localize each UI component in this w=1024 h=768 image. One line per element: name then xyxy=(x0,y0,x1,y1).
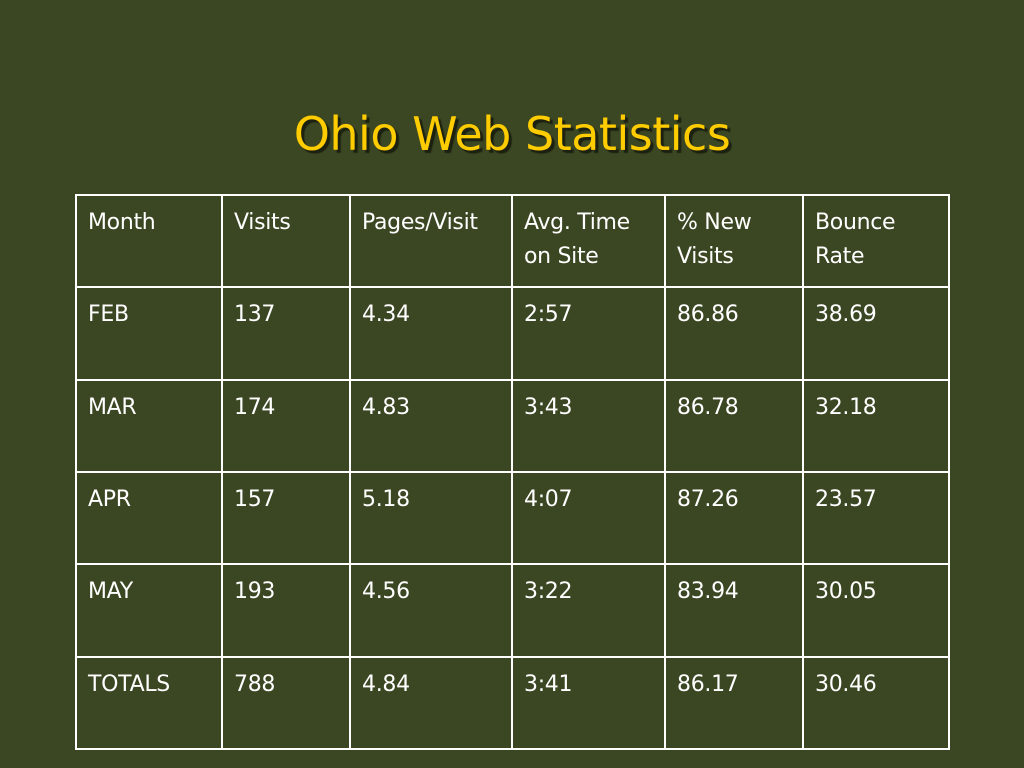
header-avg-time-on-site: Avg. Time on Site xyxy=(511,193,666,289)
header-percent-new-visits: % New Visits xyxy=(664,193,804,289)
web-statistics-table: Month Visits Pages/Visit Avg. Time on Si… xyxy=(75,193,950,751)
cell-bounce-rate: 23.57 xyxy=(802,470,950,566)
cell-visits: 137 xyxy=(221,286,351,381)
cell-visits: 157 xyxy=(221,470,351,566)
header-bounce-rate: Bounce Rate xyxy=(802,193,950,289)
header-month: Month xyxy=(75,193,223,289)
cell-bounce-rate: 30.46 xyxy=(802,655,950,751)
cell-visits: 174 xyxy=(221,378,351,473)
cell-visits: 788 xyxy=(221,655,351,751)
cell-month: MAY xyxy=(75,563,223,658)
cell-bounce-rate: 30.05 xyxy=(802,563,950,658)
table-header-row: Month Visits Pages/Visit Avg. Time on Si… xyxy=(75,193,950,289)
slide-title: Ohio Web Statistics xyxy=(293,107,731,161)
cell-percent-new-visits: 83.94 xyxy=(664,563,804,658)
cell-percent-new-visits: 86.86 xyxy=(664,286,804,381)
cell-percent-new-visits: 86.78 xyxy=(664,378,804,473)
cell-avg-time-on-site: 3:43 xyxy=(511,378,666,473)
table-row-totals: TOTALS 788 4.84 3:41 86.17 30.46 xyxy=(75,655,950,751)
header-pages-per-visit: Pages/Visit xyxy=(349,193,513,289)
cell-avg-time-on-site: 2:57 xyxy=(511,286,666,381)
cell-percent-new-visits: 87.26 xyxy=(664,470,804,566)
cell-month: MAR xyxy=(75,378,223,473)
cell-avg-time-on-site: 3:41 xyxy=(511,655,666,751)
cell-pages-per-visit: 4.34 xyxy=(349,286,513,381)
cell-bounce-rate: 38.69 xyxy=(802,286,950,381)
cell-month: APR xyxy=(75,470,223,566)
table-row: APR 157 5.18 4:07 87.26 23.57 xyxy=(75,470,950,566)
cell-percent-new-visits: 86.17 xyxy=(664,655,804,751)
cell-pages-per-visit: 4.56 xyxy=(349,563,513,658)
table-row: FEB 137 4.34 2:57 86.86 38.69 xyxy=(75,286,950,381)
cell-avg-time-on-site: 3:22 xyxy=(511,563,666,658)
cell-avg-time-on-site: 4:07 xyxy=(511,470,666,566)
cell-pages-per-visit: 4.83 xyxy=(349,378,513,473)
cell-visits: 193 xyxy=(221,563,351,658)
header-visits: Visits xyxy=(221,193,351,289)
cell-pages-per-visit: 5.18 xyxy=(349,470,513,566)
cell-month: TOTALS xyxy=(75,655,223,751)
cell-bounce-rate: 32.18 xyxy=(802,378,950,473)
cell-pages-per-visit: 4.84 xyxy=(349,655,513,751)
cell-month: FEB xyxy=(75,286,223,381)
table-row: MAR 174 4.83 3:43 86.78 32.18 xyxy=(75,378,950,473)
table-row: MAY 193 4.56 3:22 83.94 30.05 xyxy=(75,563,950,658)
